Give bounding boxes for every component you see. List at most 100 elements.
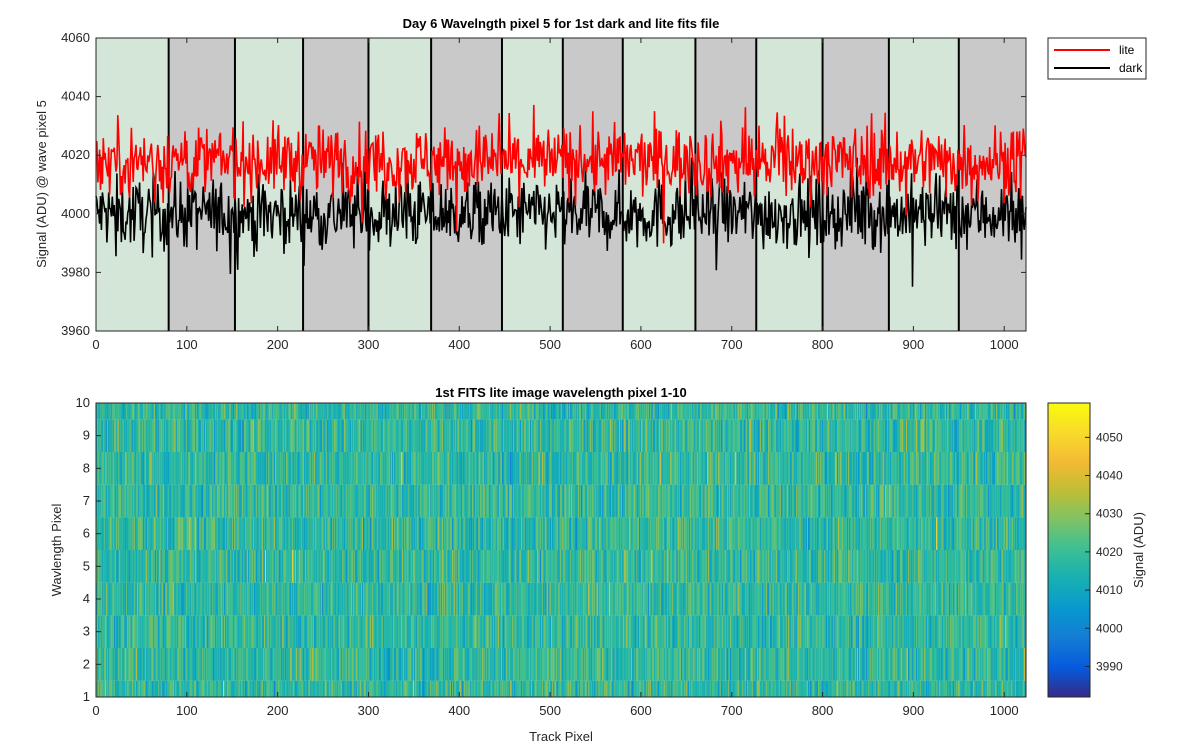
heatmap-cell (707, 648, 709, 681)
heatmap-cell (143, 615, 145, 648)
heatmap-cell (940, 615, 942, 648)
heatmap-cell (476, 680, 478, 697)
heatmap-cell (303, 615, 305, 648)
heatmap-cell (319, 648, 321, 681)
heatmap-cell (107, 648, 110, 681)
heatmap-cell (700, 615, 703, 648)
heatmap-cell (831, 648, 833, 681)
heatmap-cell (726, 680, 728, 697)
heatmap-cell (913, 615, 915, 648)
heatmap-cell (400, 680, 402, 697)
heatmap-cell (629, 615, 631, 648)
heatmap-cell (812, 648, 814, 681)
heatmap-cell (181, 648, 183, 681)
heatmap-cell (119, 550, 121, 583)
heatmap-cell (573, 615, 576, 648)
heatmap-cell (464, 648, 467, 681)
heatmap-cell (705, 615, 707, 648)
heatmap-cell (553, 582, 556, 616)
heatmap-cell (470, 648, 472, 681)
heatmap-cell (610, 648, 612, 681)
heatmap-cell (620, 615, 623, 648)
heatmap-cell (777, 648, 779, 681)
heatmap-cell (1017, 615, 1020, 648)
heatmap-cell (269, 582, 271, 616)
heatmap-cell (867, 680, 869, 697)
heatmap-cell (805, 582, 807, 616)
heatmap-cell (114, 648, 116, 681)
heatmap-cell (194, 582, 197, 616)
heatmap-cell (1000, 615, 1002, 648)
heatmap-cell (281, 615, 283, 648)
heatmap-cell (138, 550, 140, 583)
heatmap-cell (273, 615, 275, 648)
heatmap-cell (605, 615, 607, 648)
heatmap-cell (311, 648, 313, 681)
heatmap-cell (1006, 615, 1009, 648)
heatmap-cell (406, 582, 408, 616)
heatmap-cell (429, 648, 431, 681)
heatmap-cell (397, 648, 399, 681)
heatmap-cell (975, 680, 977, 697)
heatmap-cell (175, 615, 178, 648)
heatmap-cell (1001, 582, 1003, 616)
heatmap-cell (711, 582, 714, 616)
heatmap-cell (669, 582, 671, 616)
heatmap-cell (549, 648, 551, 681)
heatmap-cell (135, 648, 137, 681)
heatmap-cell (185, 582, 187, 616)
heatmap-cell (896, 615, 898, 648)
heatmap-cell (986, 680, 988, 697)
heatmap-cell (320, 680, 322, 697)
heatmap-cell (316, 582, 318, 616)
heatmap-cell (880, 648, 882, 681)
heatmap-cell (942, 615, 944, 648)
heatmap-cell (242, 680, 244, 697)
heatmap-cell (300, 648, 302, 681)
heatmap-cell (129, 582, 131, 616)
heatmap-cell (659, 582, 662, 616)
heatmap-cell (797, 615, 799, 648)
heatmap-cell (468, 680, 470, 697)
heatmap-cell (225, 615, 228, 648)
heatmap-cell (177, 648, 180, 681)
heatmap-cell (167, 648, 170, 681)
heatmap-cell (981, 680, 983, 697)
heatmap-cell (383, 680, 386, 697)
heatmap-cell (463, 648, 466, 681)
heatmap-cell (760, 680, 763, 697)
heatmap-cell (669, 648, 671, 681)
heatmap-cell (266, 615, 269, 648)
heatmap-cell (178, 680, 180, 697)
heatmap-cell (543, 615, 546, 648)
heatmap-cell (690, 615, 693, 648)
heatmap-cell (996, 615, 998, 648)
heatmap-cell (120, 648, 122, 681)
heatmap-cell (183, 648, 185, 681)
heatmap-cell (175, 582, 178, 616)
heatmap-cell (715, 615, 717, 648)
heatmap-cell (1014, 582, 1016, 616)
heatmap-cell (781, 680, 783, 697)
heatmap-cell (739, 648, 742, 681)
heatmap-cell (896, 648, 898, 681)
heatmap-cell (237, 648, 239, 681)
heatmap-cell (238, 648, 240, 681)
heatmap-cell (942, 648, 944, 681)
heatmap-cell (511, 648, 514, 681)
heatmap-cell (877, 648, 879, 681)
heatmap-cell (163, 582, 165, 616)
heatmap-cell (1007, 582, 1010, 616)
heatmap-cell (567, 680, 569, 697)
heatmap-cell (811, 648, 813, 681)
heatmap-cell (889, 680, 892, 697)
heatmap-cell (489, 648, 491, 681)
heatmap-cell (110, 550, 112, 583)
heatmap-cell (561, 680, 564, 697)
heatmap-cell (412, 615, 415, 648)
heatmap-cell (105, 550, 107, 583)
heatmap-cell (373, 615, 375, 648)
heatmap-cell (722, 680, 724, 697)
heatmap-cell (714, 648, 716, 681)
heatmap-cell (975, 615, 977, 648)
